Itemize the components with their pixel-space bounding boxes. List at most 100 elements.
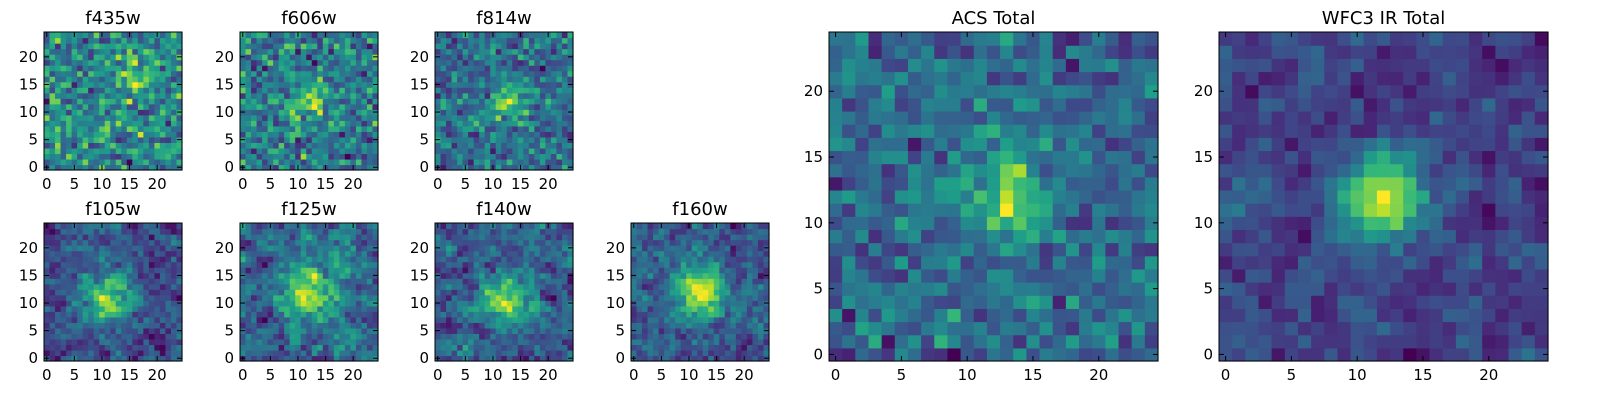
heatmap-cell — [567, 98, 574, 105]
heatmap-cell — [372, 92, 379, 99]
heatmap-cell — [724, 267, 731, 274]
heatmap-cell — [561, 92, 569, 99]
heatmap-cell — [457, 142, 464, 149]
heatmap-cell — [757, 338, 765, 346]
heatmap-cell — [539, 316, 546, 323]
heatmap-cell — [451, 158, 458, 166]
heatmap-cell — [1039, 189, 1054, 204]
heatmap-cell — [440, 125, 447, 132]
heatmap-cell — [556, 65, 563, 72]
heatmap-cell — [468, 43, 475, 50]
heatmap-cell — [137, 59, 144, 66]
heatmap-cell — [93, 147, 100, 155]
heatmap-cell — [446, 59, 453, 66]
heatmap-cell — [165, 272, 172, 279]
heatmap-cell — [361, 239, 368, 246]
heatmap-cell — [468, 349, 475, 357]
heatmap-cell — [115, 48, 122, 55]
heatmap-cell — [88, 261, 95, 268]
heatmap-cell — [680, 245, 687, 252]
heatmap-cell — [1039, 203, 1054, 217]
heatmap-cell — [556, 300, 563, 307]
heatmap-cell — [82, 300, 89, 307]
heatmap-cell — [545, 48, 552, 55]
heatmap-cell — [245, 131, 252, 138]
heatmap-cell — [490, 245, 497, 252]
heatmap-cell — [154, 316, 161, 323]
heatmap-cell — [333, 109, 340, 116]
heatmap-cell — [669, 311, 676, 318]
heatmap-cell — [1131, 268, 1146, 283]
heatmap-cell — [708, 322, 715, 329]
heatmap-cell — [501, 70, 508, 77]
heatmap-cell — [451, 305, 458, 312]
heatmap-cell — [550, 327, 558, 334]
heatmap-cell — [647, 283, 654, 290]
heatmap-cell — [539, 98, 546, 105]
heatmap-cell — [77, 125, 84, 132]
heatmap-cell — [1118, 295, 1133, 309]
heatmap-cell — [746, 267, 754, 274]
heatmap-cell — [317, 92, 324, 99]
heatmap-cell — [490, 294, 497, 301]
heatmap-cell — [289, 54, 296, 61]
heatmap-cell — [273, 344, 280, 351]
heatmap-cell — [495, 338, 502, 346]
heatmap-cell — [1105, 255, 1120, 270]
heatmap-cell — [344, 158, 351, 166]
heatmap-cell — [512, 131, 519, 138]
heatmap-cell — [680, 272, 687, 279]
heatmap-cell — [528, 147, 535, 155]
heatmap-cell — [550, 76, 558, 83]
heatmap-cell — [517, 250, 524, 257]
heatmap-cell — [479, 136, 486, 143]
heatmap-cell — [137, 239, 144, 246]
heatmap-cell — [868, 229, 883, 244]
heatmap-cell — [143, 87, 150, 94]
heatmap-cell — [311, 338, 318, 346]
heatmap-cell — [77, 278, 84, 285]
heatmap-cell — [724, 289, 731, 296]
heatmap-cell — [355, 245, 363, 252]
heatmap-cell — [517, 349, 524, 357]
heatmap-cell — [88, 164, 95, 171]
heatmap-cell — [446, 289, 453, 296]
heatmap-cell — [517, 120, 524, 127]
heatmap-cell — [647, 289, 654, 296]
heatmap-cell — [170, 114, 178, 121]
heatmap-cell — [934, 150, 949, 165]
heatmap-cell — [278, 234, 285, 241]
heatmap-cell — [534, 142, 541, 149]
heatmap-cell — [855, 176, 870, 191]
heatmap-cell — [251, 316, 258, 323]
heatmap-cell — [691, 228, 698, 235]
heatmap-cell — [479, 76, 486, 83]
heatmap-cell — [71, 109, 78, 116]
heatmap-cell — [49, 48, 56, 55]
heatmap-cell — [446, 81, 453, 88]
heatmap-cell — [1052, 321, 1067, 336]
heatmap-cell — [473, 278, 480, 285]
heatmap-cell — [517, 59, 524, 66]
heatmap-cell — [339, 142, 346, 149]
heatmap-cell — [534, 344, 541, 351]
heatmap-cell — [528, 272, 535, 279]
heatmap-cell — [462, 327, 469, 334]
heatmap-cell — [49, 54, 56, 61]
heatmap-cell — [468, 70, 475, 77]
heatmap-cell — [440, 223, 447, 230]
heatmap-cell — [567, 316, 574, 323]
heatmap-cell — [262, 261, 269, 268]
heatmap-cell — [121, 103, 128, 110]
heatmap-cell — [440, 289, 447, 296]
heatmap-cell — [344, 136, 351, 143]
heatmap-cell — [317, 305, 324, 312]
heatmap-cell — [1026, 308, 1041, 323]
heatmap-cell — [284, 43, 291, 50]
heatmap-cell — [457, 228, 464, 235]
heatmap-cell — [126, 59, 133, 66]
heatmap-cell — [446, 76, 453, 83]
heatmap-cell — [517, 333, 524, 340]
heatmap-cell — [132, 316, 139, 323]
heatmap-cell — [462, 125, 469, 132]
